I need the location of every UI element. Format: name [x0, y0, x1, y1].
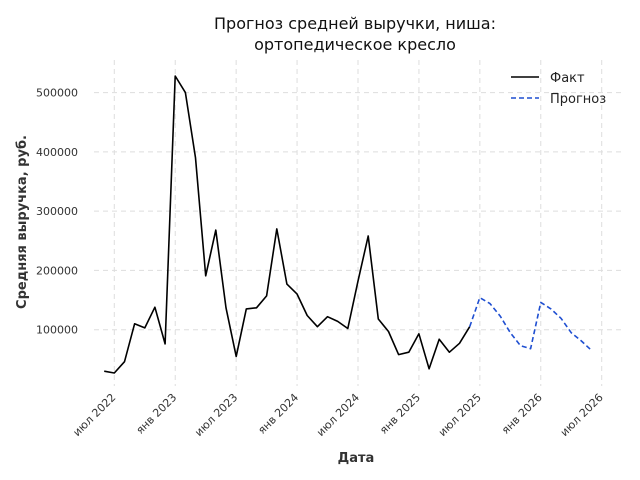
y-tick-label: 500000 — [36, 87, 78, 100]
y-axis-ticks: 100000 200000 300000 400000 500000 — [36, 87, 78, 337]
x-tick-label: июл 2025 — [436, 391, 484, 439]
chart-title-line-2: ортопедическое кресло — [254, 35, 456, 54]
legend: Факт Прогноз — [511, 71, 606, 107]
series-line-forecast — [468, 296, 593, 351]
x-axis-ticks: июл 2022 янв 2023 июл 2023 янв 2024 июл 2024… — [70, 391, 605, 439]
series-line-fact — [104, 75, 471, 374]
y-axis-label: Средняя выручка, руб. — [15, 135, 30, 309]
x-tick-label: июл 2026 — [558, 391, 606, 439]
x-tick-label: янв 2025 — [377, 391, 423, 437]
y-tick-label: 100000 — [36, 324, 78, 337]
y-tick-label: 400000 — [36, 146, 78, 159]
x-tick-label: июл 2024 — [314, 391, 362, 439]
legend-label-fact: Факт — [550, 71, 585, 86]
y-tick-label: 200000 — [36, 264, 78, 277]
grid — [94, 60, 622, 386]
x-tick-label: июл 2023 — [192, 391, 240, 439]
x-tick-label: янв 2024 — [255, 391, 301, 437]
x-tick-label: янв 2026 — [499, 391, 545, 437]
chart-title-line-1: Прогноз средней выручки, ниша: — [214, 14, 496, 33]
x-tick-label: янв 2023 — [134, 391, 180, 437]
x-axis-label: Дата — [338, 451, 375, 466]
x-tick-label: июл 2022 — [70, 391, 118, 439]
series-layer — [104, 75, 593, 374]
legend-label-forecast: Прогноз — [550, 92, 606, 107]
y-tick-label: 300000 — [36, 205, 78, 218]
